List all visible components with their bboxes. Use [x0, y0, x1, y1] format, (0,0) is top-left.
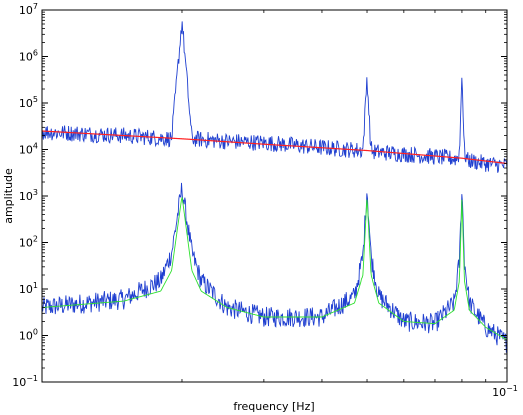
series-layer: [41, 21, 508, 354]
x-tick-label: 10−1: [492, 384, 518, 399]
series-line-2: [41, 197, 508, 341]
y-tick-label: 104: [19, 142, 38, 157]
series-line-1: [41, 182, 508, 354]
tick-layer: 10−1 100 101 102 103 104 105 106 107 10−1: [12, 2, 518, 399]
y-tick-label: 101: [19, 281, 38, 296]
series-line-3: [41, 130, 508, 165]
y-tick-label: 100: [19, 328, 38, 343]
y-tick-label: 105: [19, 95, 38, 110]
x-axis-label: frequency [Hz]: [233, 400, 314, 413]
y-tick-label: 102: [19, 235, 38, 250]
y-tick-label: 107: [19, 2, 38, 17]
y-tick-label: 10−1: [12, 374, 38, 389]
y-tick-label: 103: [19, 188, 38, 203]
y-axis-label: amplitude: [2, 168, 15, 224]
y-tick-label: 106: [19, 49, 38, 64]
series-line-0: [41, 21, 508, 173]
